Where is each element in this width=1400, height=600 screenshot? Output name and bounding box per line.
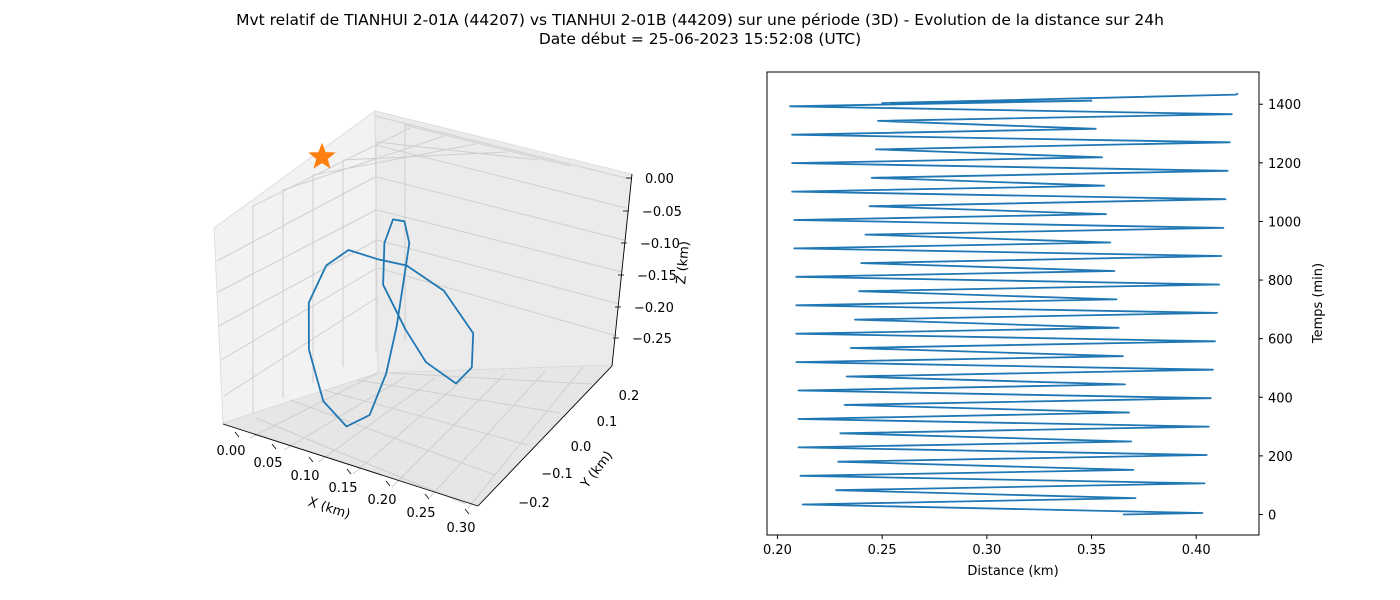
y-axis-label-2d: Temps (min) (1311, 263, 1326, 344)
x-tick-label-2d: 0.20 (763, 543, 792, 558)
z-axis-label-3d: Z (km) (674, 240, 693, 285)
x-tick-mark-3d (234, 431, 240, 438)
figure-title-line2: Date début = 25-06-2023 15:52:08 (UTC) (539, 30, 861, 48)
x-tick-mark-3d (271, 443, 277, 450)
grid-3d (216, 115, 631, 509)
x-tick-mark-3d (464, 508, 470, 515)
y-tick-label-2d: 1000 (1268, 215, 1301, 230)
y-ticks-3d: −0.2 −0.1 0.0 0.10.2 (518, 389, 639, 511)
distance-plot-axes: 0.20 0.25 0.30 0.35 0.40 0 200 400 600 800 1000 12… (763, 71, 1326, 579)
z-tick-label-3d: −0.20 (634, 301, 674, 316)
z-tick-label-3d: −0.10 (640, 237, 680, 252)
x-tick-label-3d: 0.00 (217, 444, 246, 459)
x-tick-label-3d: 0.05 (254, 456, 283, 471)
origin-star-marker (308, 142, 336, 169)
x-tick-label-2d: 0.40 (1182, 543, 1211, 558)
y-tick-label-3d: −0.2 (518, 496, 550, 511)
z-tick-label-3d: 0.00 (645, 172, 674, 187)
x-tick-label-2d: 0.25 (868, 543, 897, 558)
x-tick-mark-3d (424, 493, 430, 500)
y-tick-label-2d: 800 (1268, 274, 1293, 289)
x-tick-label-3d: 0.30 (447, 521, 476, 536)
y-tick-label-2d: 200 (1268, 450, 1293, 465)
z-tick-label-3d: −0.05 (642, 205, 682, 220)
x-tick-label-3d: 0.20 (368, 493, 397, 508)
x-tick-mark-3d (308, 456, 314, 463)
y-tick-label-3d: 0.0 (571, 440, 592, 455)
x-ticks-2d: 0.20 0.25 0.30 0.35 0.40 (763, 535, 1211, 558)
y-tick-label-2d: 600 (1268, 333, 1293, 348)
y-tick-label-2d: 1400 (1268, 98, 1301, 113)
trajectory-line-3d (307, 218, 475, 428)
y-tick-label-3d: 0.2 (619, 389, 640, 404)
y-tick-label-2d: 0 (1268, 508, 1276, 523)
z-tick-label-3d: −0.25 (632, 332, 672, 347)
plot-3d-axes: 0.00 0.05 0.10 0.15 0.20 0.25 0.30 −0.2 −0.1 0.0… (213, 110, 693, 536)
x-tick-mark-3d (346, 468, 352, 475)
y-tick-label-2d: 400 (1268, 391, 1293, 406)
y-ticks-2d: 0 200 400 600 800 1000 1200 1400 (1259, 98, 1301, 523)
z-tick-label-3d: −0.15 (637, 269, 677, 284)
figure-title-line1: Mvt relatif de TIANHUI 2-01A (44207) vs … (236, 11, 1164, 29)
x-tick-label-2d: 0.30 (972, 543, 1001, 558)
x-tick-label-3d: 0.10 (291, 469, 320, 484)
x-ticks-3d: 0.00 0.05 0.10 0.15 0.20 0.25 0.30 (217, 431, 476, 536)
y-tick-label-3d: −0.1 (541, 467, 573, 482)
y-tick-label-3d: 0.1 (597, 415, 618, 430)
x-tick-label-2d: 0.35 (1077, 543, 1106, 558)
axis-lines-3d (222, 173, 633, 507)
distance-series-line (789, 92, 1239, 516)
z-ticks-3d: 0.00 −0.05 −0.10 −0.15 −0.20 −0.25 (613, 172, 682, 347)
x-axis-label-2d: Distance (km) (967, 564, 1058, 579)
y-tick-label-2d: 1200 (1268, 157, 1301, 172)
x-tick-label-3d: 0.25 (407, 506, 436, 521)
x-tick-mark-3d (385, 480, 391, 487)
x-tick-label-3d: 0.15 (329, 481, 358, 496)
